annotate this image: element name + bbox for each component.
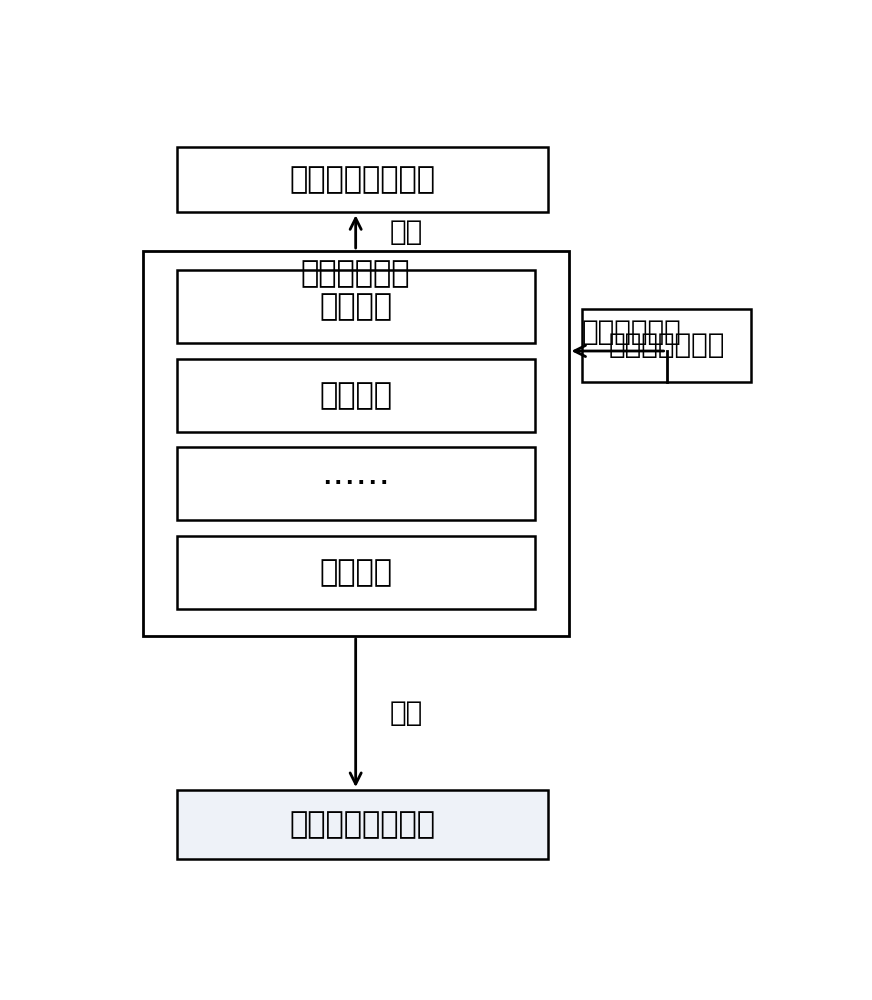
Text: 图案动态变换装置: 图案动态变换装置 bbox=[290, 165, 435, 194]
Text: 多台高速相机: 多台高速相机 bbox=[301, 259, 411, 288]
Text: 高速相机: 高速相机 bbox=[319, 292, 392, 321]
Bar bbox=[176, 536, 535, 609]
Bar bbox=[176, 270, 535, 343]
Text: 拍摄: 拍摄 bbox=[390, 218, 423, 246]
Text: 高速相机: 高速相机 bbox=[319, 381, 392, 410]
Bar bbox=[143, 251, 569, 636]
Text: 高速相机: 高速相机 bbox=[319, 558, 392, 587]
Bar bbox=[176, 447, 535, 520]
Bar bbox=[176, 790, 548, 859]
Text: 图案: 图案 bbox=[390, 699, 423, 727]
Bar bbox=[176, 147, 548, 212]
Text: 同步信号控制器: 同步信号控制器 bbox=[609, 331, 725, 359]
Text: 同步误差计算模块: 同步误差计算模块 bbox=[290, 810, 435, 839]
Text: 同步控制信号: 同步控制信号 bbox=[582, 318, 682, 346]
Bar bbox=[176, 359, 535, 432]
Bar bbox=[582, 309, 751, 382]
Text: ······: ······ bbox=[321, 467, 390, 501]
